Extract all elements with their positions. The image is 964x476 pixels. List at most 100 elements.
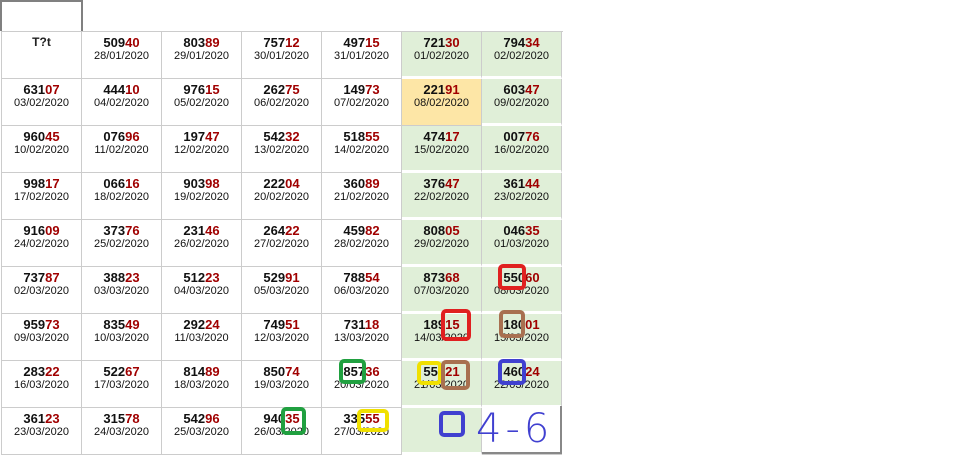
result-cell: 50940 28/01/2020 bbox=[82, 32, 162, 79]
last-two-digits: 22 bbox=[285, 223, 300, 238]
result-date: 06/02/2020 bbox=[253, 97, 310, 109]
result-date: 06/03/2020 bbox=[333, 285, 390, 297]
result-number: 52991 bbox=[263, 270, 300, 285]
result-cell: 07696 11/02/2020 bbox=[82, 126, 162, 173]
result-cell: 06616 18/02/2020 bbox=[82, 173, 162, 220]
result-number: 99817 bbox=[23, 176, 60, 191]
result-date: 04/02/2020 bbox=[93, 97, 150, 109]
result-cell: 73118 13/03/2020 bbox=[322, 314, 402, 361]
result-date: 31/01/2020 bbox=[333, 50, 390, 62]
result-cell: 52991 05/03/2020 bbox=[242, 267, 322, 314]
result-date: 29/01/2020 bbox=[173, 50, 230, 62]
result-number: 19747 bbox=[183, 129, 220, 144]
result-cell: 54296 25/03/2020 bbox=[162, 408, 242, 455]
result-number: 80805 bbox=[423, 223, 460, 238]
result-cell: 29224 11/03/2020 bbox=[162, 314, 242, 361]
last-two-digits: 17 bbox=[45, 176, 60, 191]
result-date: 28/02/2020 bbox=[333, 238, 390, 250]
result-date: 12/02/2020 bbox=[173, 144, 230, 156]
last-two-digits: 67 bbox=[125, 364, 140, 379]
last-two-digits: 23 bbox=[125, 270, 140, 285]
last-two-digits: 34 bbox=[525, 35, 540, 50]
result-cell: 52267 17/03/2020 bbox=[82, 361, 162, 408]
result-number: 96045 bbox=[23, 129, 60, 144]
result-date: 12/03/2020 bbox=[253, 332, 310, 344]
result-number: 87368 bbox=[423, 270, 460, 285]
result-cell: 51223 04/03/2020 bbox=[162, 267, 242, 314]
result-number: 73118 bbox=[343, 317, 380, 332]
result-number: 36123 bbox=[23, 411, 60, 426]
result-date: 09/02/2020 bbox=[493, 97, 550, 109]
blue-marker bbox=[498, 359, 526, 385]
result-cell: 99817 17/02/2020 bbox=[2, 173, 82, 220]
result-number: 74951 bbox=[263, 317, 300, 332]
result-number: 07696 bbox=[103, 129, 140, 144]
result-number: 51223 bbox=[183, 270, 220, 285]
last-two-digits: 60 bbox=[525, 270, 540, 285]
result-date: 01/02/2020 bbox=[413, 50, 470, 62]
result-date: 09/03/2020 bbox=[13, 332, 70, 344]
result-number: 94035 bbox=[263, 411, 300, 426]
result-cell: 19747 12/02/2020 bbox=[162, 126, 242, 173]
last-two-digits: 35 bbox=[525, 223, 540, 238]
result-cell: 26275 06/02/2020 bbox=[242, 79, 322, 126]
result-number: 44410 bbox=[103, 82, 140, 97]
result-cell: 73787 02/03/2020 bbox=[2, 267, 82, 314]
last-two-digits: 24 bbox=[205, 317, 220, 332]
result-number: 47417 bbox=[423, 129, 460, 144]
last-two-digits: 40 bbox=[125, 35, 140, 50]
result-date: 01/03/2020 bbox=[493, 238, 550, 250]
result-date: 26/02/2020 bbox=[173, 238, 230, 250]
result-number: 52267 bbox=[103, 364, 140, 379]
last-two-digits: 22 bbox=[45, 364, 60, 379]
last-two-digits: 89 bbox=[365, 176, 380, 191]
result-number: 83549 bbox=[103, 317, 140, 332]
result-cell: 95973 09/03/2020 bbox=[2, 314, 82, 361]
result-cell: 75712 30/01/2020 bbox=[242, 32, 322, 79]
result-number: 14973 bbox=[343, 82, 380, 97]
result-cell: 47417 15/02/2020 bbox=[402, 126, 482, 173]
result-cell: 63107 03/02/2020 bbox=[2, 79, 82, 126]
last-two-digits: 10 bbox=[125, 82, 140, 97]
result-number: 31578 bbox=[103, 411, 140, 426]
brown-marker bbox=[441, 360, 470, 390]
result-number: 37647 bbox=[423, 176, 460, 191]
result-number: 97615 bbox=[183, 82, 220, 97]
green-marker bbox=[281, 407, 306, 435]
result-date: 28/01/2020 bbox=[93, 50, 150, 62]
handwritten-annotation: 4-6 bbox=[476, 406, 554, 452]
last-two-digits: 91 bbox=[285, 270, 300, 285]
last-two-digits: 51 bbox=[285, 317, 300, 332]
result-cell: 72130 01/02/2020 bbox=[402, 32, 482, 79]
yellow-marker bbox=[357, 409, 389, 432]
results-calendar-table: T?t 50940 28/01/2020 80389 29/01/2020 75712 30… bbox=[1, 31, 563, 455]
last-two-digits: 55 bbox=[365, 411, 380, 426]
last-two-digits: 98 bbox=[205, 176, 220, 191]
result-number: 29224 bbox=[183, 317, 220, 332]
result-date: 30/01/2020 bbox=[253, 50, 310, 62]
table-row: T?t 50940 28/01/2020 80389 29/01/2020 75712 30… bbox=[2, 32, 563, 79]
result-date: 23/03/2020 bbox=[13, 426, 70, 438]
result-date: 24/02/2020 bbox=[13, 238, 70, 250]
last-two-digits: 05 bbox=[445, 223, 460, 238]
result-number: 26275 bbox=[263, 82, 300, 97]
result-date: 25/03/2020 bbox=[173, 426, 230, 438]
table-row: 73787 02/03/2020 38823 03/03/2020 51223 04/03… bbox=[2, 267, 563, 314]
result-number: 23146 bbox=[183, 223, 220, 238]
result-cell: 83549 10/03/2020 bbox=[82, 314, 162, 361]
result-number: 26422 bbox=[263, 223, 300, 238]
last-two-digits: 68 bbox=[445, 270, 460, 285]
result-cell: 91609 24/02/2020 bbox=[2, 220, 82, 267]
result-cell: 37647 22/02/2020 bbox=[402, 173, 482, 220]
result-cell: 46024 22/03/2020 bbox=[482, 361, 562, 408]
result-cell: 14973 07/02/2020 bbox=[322, 79, 402, 126]
result-number: 22191 bbox=[423, 82, 460, 97]
result-cell: 81489 18/03/2020 bbox=[162, 361, 242, 408]
result-cell: 31578 24/03/2020 bbox=[82, 408, 162, 455]
last-two-digits: 45 bbox=[45, 129, 60, 144]
result-number: 54232 bbox=[263, 129, 300, 144]
result-date: 15/02/2020 bbox=[413, 144, 470, 156]
result-cell: 54232 13/02/2020 bbox=[242, 126, 322, 173]
table-row: 28322 16/03/2020 52267 17/03/2020 81489 18/03… bbox=[2, 361, 563, 408]
result-date: 11/03/2020 bbox=[174, 332, 229, 344]
